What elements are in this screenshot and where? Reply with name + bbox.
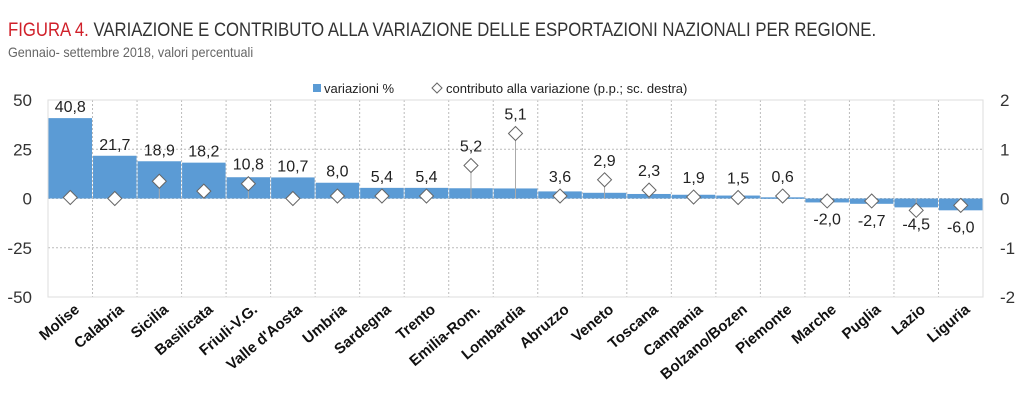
diamond-marker	[507, 125, 524, 142]
data-label: 2,9	[593, 153, 615, 170]
data-label: -2,7	[858, 213, 886, 230]
left-tick-label: 50	[13, 91, 32, 110]
diamond-marker	[151, 173, 168, 189]
diamond-marker	[329, 188, 346, 204]
data-label: 5,4	[415, 169, 437, 186]
title-text: VARIAZIONE E CONTRIBUTO ALLA VARIAZIONE …	[93, 20, 877, 41]
x-tick-label: Valle d'Aosta	[223, 301, 305, 374]
legend-bar-swatch	[313, 84, 321, 92]
data-label: 0,6	[772, 169, 794, 186]
x-tick-label: Puglia	[839, 301, 885, 343]
right-tick-label: 1	[1000, 140, 1009, 159]
data-label: -4,5	[902, 216, 930, 233]
data-label: 3,6	[549, 169, 571, 186]
data-label: 8,0	[326, 164, 348, 181]
left-tick-label: 25	[13, 140, 32, 159]
left-tick-label: 0	[23, 190, 32, 209]
diamond-marker	[418, 188, 435, 204]
x-tick-label: Calabria	[71, 301, 128, 352]
diamond-marker	[953, 197, 969, 214]
diamond-marker	[196, 183, 212, 199]
diamond-marker	[908, 202, 924, 219]
left-tick-label: -25	[7, 239, 32, 258]
data-label: 40,8	[55, 99, 86, 116]
figure-number: FIGURA 4.	[8, 20, 89, 41]
data-label: 18,9	[144, 142, 175, 159]
plot-area	[47, 99, 984, 298]
bar-Valle d'Aosta	[271, 177, 315, 199]
data-label: 5,2	[460, 139, 482, 156]
diamond-marker	[285, 190, 301, 207]
data-label: 21,7	[99, 137, 130, 154]
chart-subtitle: Gennaio- settembre 2018, valori percentu…	[8, 44, 254, 60]
diamond-marker	[819, 193, 835, 209]
legend-diamond-icon	[431, 82, 443, 94]
data-label: 1,9	[682, 170, 704, 187]
x-tick-label: Liguria	[924, 301, 974, 347]
right-tick-label: 2	[1000, 91, 1009, 110]
right-tick-label: -1	[1000, 239, 1015, 258]
x-tick-label: Marche	[789, 301, 840, 348]
right-tick-label: -2	[1000, 288, 1015, 307]
data-label: -2,0	[813, 211, 841, 228]
legend-diamond-label: contributo alla variazione (p.p.; sc. de…	[446, 81, 687, 96]
diamond-marker	[685, 189, 702, 205]
diamond-marker	[774, 188, 791, 204]
chart-title: FIGURA 4. VARIAZIONE E CONTRIBUTO ALLA V…	[8, 20, 876, 42]
left-tick-label: -50	[7, 288, 32, 307]
diamond-marker	[863, 193, 880, 209]
x-tick-label: Abruzzo	[516, 301, 572, 352]
data-label: -6,0	[947, 219, 975, 236]
diamond-marker	[641, 182, 657, 198]
diamond-marker	[62, 189, 78, 206]
bar-Molise	[48, 118, 93, 199]
diamond-marker	[463, 157, 479, 174]
diamond-marker	[596, 172, 613, 188]
data-label: 10,7	[277, 158, 308, 175]
data-label: 5,1	[504, 106, 526, 123]
data-label: 1,5	[727, 171, 749, 188]
legend-bar-label: variazioni %	[324, 81, 395, 96]
diamond-marker	[552, 188, 568, 204]
data-label: 2,3	[638, 163, 660, 180]
right-tick-label: 0	[1000, 190, 1009, 209]
diamond-marker	[240, 176, 257, 192]
diamond-marker	[107, 190, 123, 207]
data-label: 18,2	[188, 144, 219, 161]
data-label: 5,4	[371, 169, 393, 186]
data-label: 10,8	[233, 157, 264, 174]
diamond-marker	[374, 188, 390, 204]
diamond-marker	[730, 189, 746, 206]
